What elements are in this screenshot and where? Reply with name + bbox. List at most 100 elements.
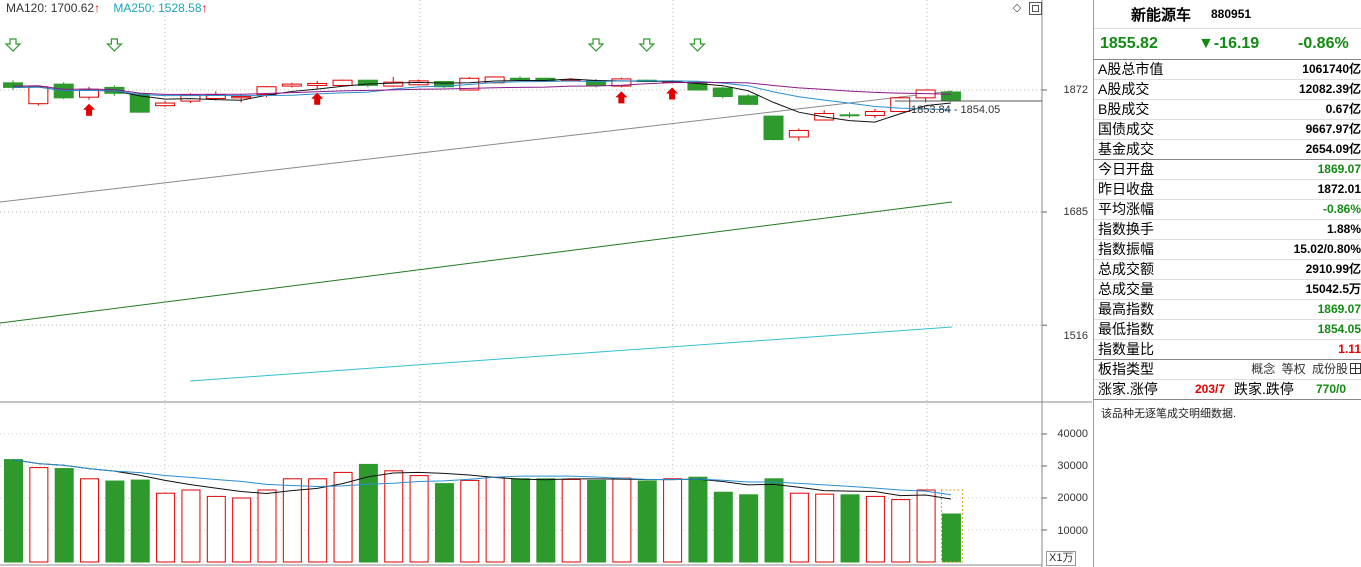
candle-body: [738, 95, 759, 105]
volume-tick-label: 20000: [1057, 492, 1088, 504]
sell-signal-arrow-icon: [587, 38, 605, 52]
stat-value: 1869.07: [1317, 302, 1361, 316]
volume-bar: [409, 475, 429, 563]
stat-label: 最低指数: [1098, 321, 1154, 337]
ma120-line: [0, 201, 953, 324]
stat-row: 国债成交 9667.97亿: [1094, 120, 1361, 140]
stat-row: 指数量比 1.11: [1094, 340, 1361, 360]
maximize-icon[interactable]: [1029, 2, 1042, 15]
stat-label: 昨日收盘: [1098, 181, 1154, 197]
grid-icon[interactable]: [1350, 363, 1361, 374]
volume-bar: [384, 470, 404, 563]
stat-row: A股成交 12082.39亿: [1094, 80, 1361, 100]
volume-bar: [308, 478, 328, 563]
ma120-legend: MA120: 1700.62↑: [6, 1, 100, 15]
volume-tick-label: 30000: [1057, 460, 1088, 472]
volume-bar: [865, 495, 885, 563]
candle-body: [231, 96, 252, 99]
ma250-legend: MA250: 1528.58↑: [113, 1, 207, 15]
stat-value: -0.86%: [1322, 202, 1361, 216]
buy-signal-arrow-icon: [666, 87, 679, 100]
price-change: ▼-16.19: [1198, 35, 1260, 52]
stat-value: 1869.07: [1317, 162, 1361, 176]
volume-bar: [29, 467, 49, 563]
price-tick-label: 1685: [1063, 206, 1088, 218]
stat-label: 基金成交: [1098, 141, 1154, 157]
candle-body: [281, 83, 302, 87]
board-tag-concept[interactable]: 概念: [1251, 362, 1276, 376]
stat-label: 总成交额: [1098, 261, 1154, 277]
stat-value: 15.02/0.80%: [1293, 242, 1361, 256]
stat-label: 指数量比: [1098, 341, 1154, 357]
ma250-value: MA250: 1528.58: [113, 1, 202, 15]
candle-body: [940, 91, 961, 101]
stock-header: 新能源车 880951: [1094, 0, 1361, 29]
last-price: 1855.82: [1100, 35, 1158, 52]
ma10-line: [12, 80, 951, 111]
volume-bar: [561, 478, 581, 563]
volume-bar: [130, 479, 150, 563]
volume-bar: [54, 468, 74, 563]
stat-row: 最高指数 1869.07: [1094, 300, 1361, 320]
candle-body: [864, 111, 885, 116]
price-tick-label: 1872: [1063, 84, 1088, 96]
stat-label: A股成交: [1098, 81, 1150, 97]
volume-bar: [612, 477, 632, 563]
volume-bar: [232, 497, 252, 563]
index-stats-list: 今日开盘 1869.07 昨日收盘 1872.01 平均涨幅 -0.86% 指数换手 1.88…: [1094, 160, 1361, 360]
volume-tick-label: 40000: [1057, 428, 1088, 440]
stock-code: 880951: [1211, 7, 1252, 21]
board-tag-equal-weight[interactable]: 等权: [1281, 362, 1306, 376]
stat-row: 基金成交 2654.09亿: [1094, 140, 1361, 160]
volume-bar: [764, 478, 784, 563]
stat-value: 1854.05: [1317, 322, 1361, 336]
buy-signal-arrow-icon: [615, 91, 628, 104]
diamond-icon[interactable]: ◇: [1012, 2, 1022, 14]
volume-unit-label[interactable]: X1万: [1046, 551, 1077, 566]
volume-bar: [181, 489, 201, 563]
volume-bar: [282, 478, 302, 563]
candle-body: [332, 79, 353, 86]
volume-bar: [891, 499, 911, 563]
candle-body: [763, 115, 784, 141]
board-tags: 概念 等权 成份股: [1248, 360, 1361, 379]
sell-signal-arrow-icon: [4, 38, 22, 52]
kline-chart-area[interactable]: MA120: 1700.62↑ MA250: 1528.58↑ ◇ 1872 1…: [0, 0, 1092, 567]
up-down-row: 涨家.涨停 203/7 跌家.跌停 770/0: [1094, 380, 1361, 400]
candle-body: [433, 81, 454, 88]
sell-signal-arrow-icon: [638, 38, 656, 52]
buy-signal-arrow-icon: [311, 92, 324, 105]
candle-body: [3, 82, 23, 88]
sell-signal-arrow-icon: [689, 38, 706, 52]
up-count-label: 涨家.涨停: [1098, 381, 1158, 397]
volume-bar: [358, 463, 378, 563]
stat-label: 平均涨幅: [1098, 201, 1154, 217]
ma-legend: MA120: 1700.62↑ MA250: 1528.58↑: [6, 1, 218, 15]
volume-bar: [156, 492, 176, 563]
stat-row: 指数换手 1.88%: [1094, 220, 1361, 240]
stat-value: 1.11: [1338, 342, 1361, 356]
board-tag-constituents[interactable]: 成份股: [1311, 362, 1348, 376]
candle-body: [256, 86, 277, 96]
candle-body: [839, 114, 860, 117]
stat-label: 指数换手: [1098, 221, 1154, 237]
volume-bar: [840, 494, 860, 563]
stat-value: 15042.5万: [1305, 282, 1361, 296]
stock-name: 新能源车: [1131, 7, 1192, 24]
stat-row: 最低指数 1854.05: [1094, 320, 1361, 340]
price-tick-label: 1516: [1063, 330, 1088, 342]
stat-value: 1872.01: [1317, 182, 1361, 196]
stat-value: 2654.09亿: [1305, 142, 1361, 156]
chart-canvas[interactable]: [0, 0, 1092, 567]
ma5-line: [12, 78, 952, 123]
board-type-row: 板指类型 概念 等权 成份股: [1094, 360, 1361, 380]
volume-bar: [105, 480, 125, 563]
stat-row: A股总市值 1061740亿: [1094, 60, 1361, 80]
candle-body: [611, 78, 632, 87]
stat-row: 今日开盘 1869.07: [1094, 160, 1361, 180]
volume-ma5-line: [12, 459, 952, 500]
candle-body: [155, 102, 176, 107]
sell-signal-arrow-icon: [105, 38, 123, 52]
stat-label: 指数振幅: [1098, 241, 1154, 257]
volume-bar: [4, 459, 23, 563]
